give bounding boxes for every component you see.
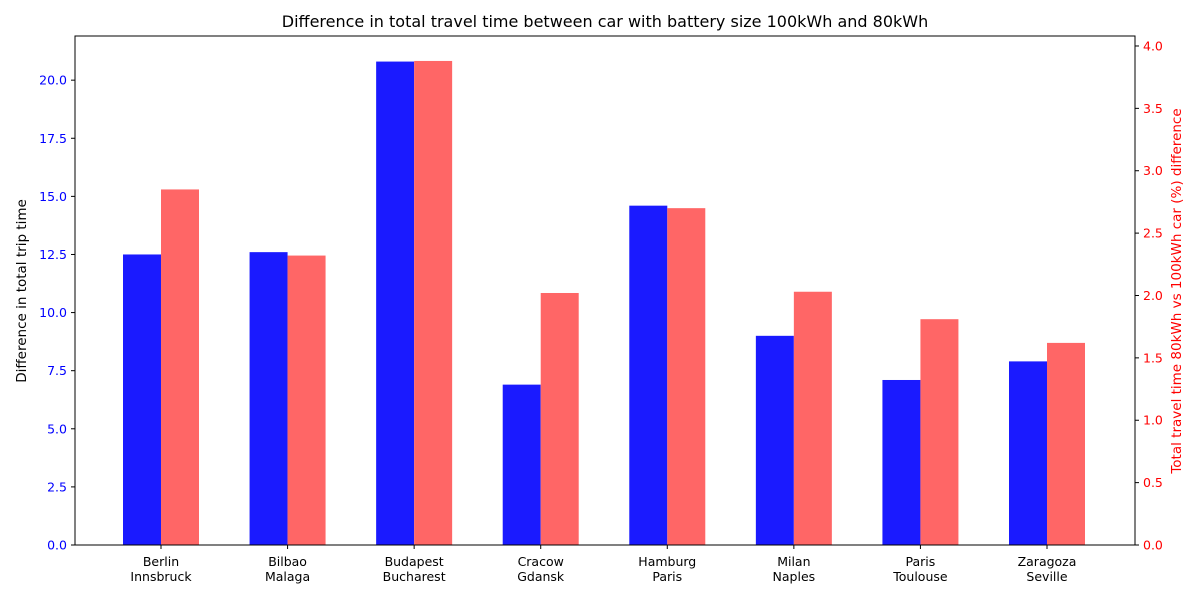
chart-title: Difference in total travel time between … bbox=[282, 12, 928, 31]
x-tick-label-line: Paris bbox=[906, 554, 936, 569]
bar-left-series-7 bbox=[1009, 361, 1047, 545]
y-right-tick-label: 2.0 bbox=[1143, 288, 1163, 303]
plot-frame bbox=[74, 35, 1136, 546]
y-axis-right-label: Total travel time 80kWh vs 100kWh car (%… bbox=[1169, 108, 1185, 474]
y-left-tick-label: 7.5 bbox=[47, 363, 67, 378]
x-tick-label-line: Bucharest bbox=[383, 569, 446, 584]
y-left-tick-label: 5.0 bbox=[47, 421, 67, 436]
x-tick-label-line: Hamburg bbox=[638, 554, 696, 569]
y-right-tick-label: 2.5 bbox=[1143, 226, 1163, 241]
x-tick-label-line: Bilbao bbox=[268, 554, 307, 569]
bar-right-series-0 bbox=[161, 189, 199, 545]
x-tick-label-3: Cracow Gdansk bbox=[517, 554, 565, 584]
x-tick-label-line: Malaga bbox=[265, 569, 310, 584]
x-tick-label-line: Naples bbox=[773, 569, 816, 584]
x-tick-label-line: Seville bbox=[1026, 569, 1067, 584]
bar-right-series-5 bbox=[793, 291, 832, 545]
y-right-tick-label: 4.0 bbox=[1143, 38, 1163, 53]
y-left-tick-label: 10.0 bbox=[39, 305, 67, 320]
x-tick-label-line: Paris bbox=[652, 569, 682, 584]
x-tick-label-4: Hamburg Paris bbox=[638, 554, 696, 584]
bar-right-series-3 bbox=[540, 292, 579, 545]
y-right-tick-label: 3.5 bbox=[1143, 101, 1163, 116]
y-left-tick-label: 17.5 bbox=[39, 131, 67, 146]
y-left-tick-label: 0.0 bbox=[47, 538, 67, 553]
x-tick-label-2: Budapest Bucharest bbox=[383, 554, 446, 584]
x-tick-label-line: Innsbruck bbox=[130, 569, 192, 584]
bar-left-series-2 bbox=[376, 61, 415, 545]
x-tick-label-line: Gdansk bbox=[517, 569, 565, 584]
axes-group: Berlin Innsbruck Bilbao Malaga Budapest Bucha… bbox=[39, 35, 1163, 584]
bar-right-series-2 bbox=[414, 60, 453, 545]
bar-left-series-4 bbox=[629, 205, 668, 545]
y-left-tick-label: 12.5 bbox=[39, 247, 67, 262]
bar-right-series-4 bbox=[667, 208, 706, 546]
bar-left-series-5 bbox=[755, 335, 794, 545]
bar-right-series-7 bbox=[1047, 342, 1085, 545]
bars-group bbox=[123, 60, 1085, 546]
bar-right-series-1 bbox=[287, 255, 326, 545]
y-right-tick-label: 1.5 bbox=[1143, 350, 1163, 365]
y-left-tick-label: 20.0 bbox=[39, 73, 67, 88]
x-tick-label-line: Milan bbox=[777, 554, 810, 569]
x-tick-label-line: Zaragoza bbox=[1018, 554, 1077, 569]
y-axis-left-label: Difference in total trip time bbox=[14, 199, 30, 383]
bar-right-series-6 bbox=[920, 319, 959, 545]
y-left-tick-label: 2.5 bbox=[47, 479, 67, 494]
y-right-tick-label: 1.0 bbox=[1143, 413, 1163, 428]
x-tick-label-line: Berlin bbox=[143, 554, 179, 569]
bar-left-series-0 bbox=[123, 254, 161, 545]
x-tick-label-0: Berlin Innsbruck bbox=[130, 554, 192, 584]
x-tick-label-1: Bilbao Malaga bbox=[265, 554, 310, 584]
y-right-tick-label: 3.0 bbox=[1143, 163, 1163, 178]
x-tick-label-7: Zaragoza Seville bbox=[1018, 554, 1077, 584]
x-tick-label-5: Milan Naples bbox=[773, 554, 816, 584]
y-left-tick-label: 15.0 bbox=[39, 189, 67, 204]
y-right-tick-label: 0.5 bbox=[1143, 475, 1163, 490]
x-tick-label-6: Paris Toulouse bbox=[892, 554, 948, 584]
bar-left-series-6 bbox=[882, 379, 921, 545]
x-tick-label-line: Budapest bbox=[385, 554, 444, 569]
x-tick-label-line: Cracow bbox=[518, 554, 564, 569]
bar-left-series-3 bbox=[502, 384, 541, 545]
bar-left-series-1 bbox=[249, 252, 288, 545]
x-tick-label-line: Toulouse bbox=[892, 569, 948, 584]
y-right-tick-label: 0.0 bbox=[1143, 538, 1163, 553]
